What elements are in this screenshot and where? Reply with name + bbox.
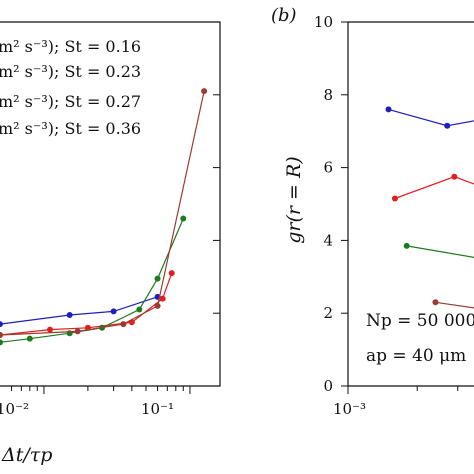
panel-b: (b) 0 2 4 6 8 10 gr(r = R) Np = 50 000 ap = 4… <box>271 5 474 418</box>
panel-b-series-3-point-1 <box>403 242 410 249</box>
panel-b-series-4-point-1 <box>432 299 439 306</box>
panel-a-series-2-point-2 <box>46 326 53 333</box>
panel-a-series-3-point-1 <box>0 339 3 346</box>
panel-a-x-axis-label: Δt/τp <box>1 444 52 466</box>
panel-b-frame <box>347 21 474 387</box>
panel-a-series-1-point-3 <box>110 308 117 315</box>
legend-entry-1: m² s⁻³); St = 0.16 <box>0 37 141 56</box>
legend-entry-2: m² s⁻³); St = 0.23 <box>0 62 141 81</box>
panel-b-series-2-point-1 <box>391 195 398 202</box>
panel-b-series-2-line <box>394 176 474 200</box>
annotation-np: Np = 50 000 <box>366 311 474 331</box>
panel-b-series-1-point-1 <box>385 106 392 113</box>
panel-a-series-3-point-7 <box>180 215 187 222</box>
panel-a-series-2-point-5 <box>159 295 166 302</box>
panel-a-series-1-point-2 <box>66 312 73 319</box>
panel-a-frame <box>0 21 221 387</box>
panel-a-series-4-point-1 <box>0 332 3 339</box>
panel-a-series-2-point-6 <box>168 270 175 277</box>
panel-a-series <box>0 88 208 346</box>
panel-b-series-4-line <box>435 301 474 309</box>
annotation-ap: ap = 40 μm <box>366 346 466 366</box>
panel-a-series-1-line <box>0 296 158 325</box>
panel-b-y-tick-label: 0 <box>323 377 333 395</box>
panel-b-series-3-line <box>406 245 474 258</box>
panel-a-series-1-point-1 <box>0 321 3 328</box>
panel-a-ticks <box>11 21 220 394</box>
panel-a-series-4-point-4 <box>154 302 161 309</box>
panel-b-series <box>385 106 474 309</box>
panel-b-ticks: 0 2 4 6 8 10 <box>314 13 459 395</box>
panel-b-y-tick-label: 2 <box>323 304 333 322</box>
panel-a-legend: m² s⁻³); St = 0.16 m² s⁻³); St = 0.23 m²… <box>0 37 141 138</box>
panel-b-y-tick-label: 4 <box>323 231 333 249</box>
panel-b-y-tick-label: 10 <box>314 13 333 31</box>
legend-entry-3: m² s⁻³); St = 0.27 <box>0 92 141 111</box>
x-tick-label-1e-3: 10⁻³ <box>333 400 366 418</box>
panel-a: m² s⁻³); St = 0.16 m² s⁻³); St = 0.23 m²… <box>0 21 221 466</box>
legend-entry-4: m² s⁻³); St = 0.36 <box>0 119 141 138</box>
panel-b-series-2-point-2 <box>451 173 458 180</box>
panel-b-y-axis-label: gr(r = R) <box>283 156 305 243</box>
panel-b-y-tick-label: 6 <box>323 159 333 177</box>
panel-b-series-1-line <box>388 108 474 127</box>
panel-a-series-3-point-2 <box>26 335 33 342</box>
panel-b-label: (b) <box>271 5 297 26</box>
panel-a-series-4-point-5 <box>201 88 208 95</box>
x-tick-label-1e-2: 10⁻² <box>0 400 29 418</box>
panel-b-y-tick-label: 8 <box>323 86 333 104</box>
panel-b-series-1-point-2 <box>444 122 451 129</box>
panel-a-series-3-point-6 <box>154 275 161 282</box>
panel-a-series-2-line <box>0 272 173 336</box>
panel-a-series-3-point-5 <box>136 306 143 313</box>
panel-a-series-4-point-3 <box>120 321 127 328</box>
x-tick-label-1e-1: 10⁻¹ <box>141 400 174 418</box>
panel-a-series-4-point-2 <box>74 328 81 335</box>
